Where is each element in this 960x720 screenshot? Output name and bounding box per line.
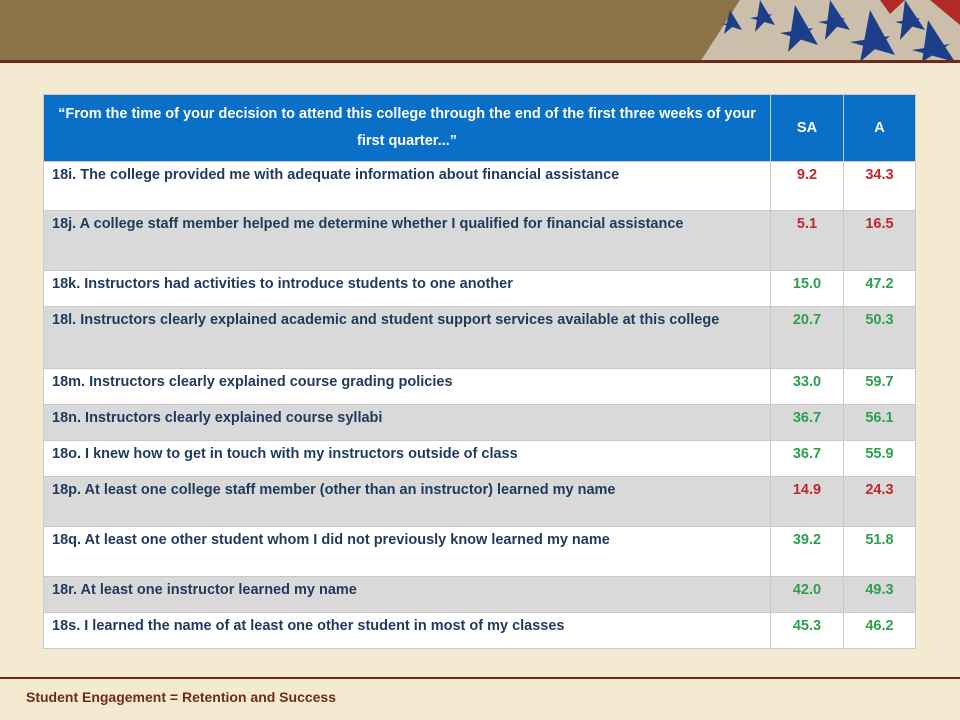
- row-label: 18i. The college provided me with adequa…: [43, 161, 771, 211]
- table-row: 18p. At least one college staff member (…: [43, 476, 917, 527]
- table-row: 18l. Instructors clearly explained acade…: [43, 306, 917, 369]
- row-label: 18s. I learned the name of at least one …: [43, 612, 771, 649]
- table-row: 18m. Instructors clearly explained cours…: [43, 368, 917, 405]
- row-label: 18l. Instructors clearly explained acade…: [43, 306, 771, 369]
- a-value: 24.3: [842, 476, 917, 527]
- table-row: 18o. I knew how to get in touch with my …: [43, 440, 917, 477]
- row-label: 18n. Instructors clearly explained cours…: [43, 404, 771, 441]
- bottom-divider: [0, 677, 960, 679]
- a-value: 59.7: [842, 368, 917, 405]
- a-value: 51.8: [842, 526, 917, 577]
- sa-value: 5.1: [770, 210, 844, 271]
- a-value: 55.9: [842, 440, 917, 477]
- table-row: 18n. Instructors clearly explained cours…: [43, 404, 917, 441]
- row-label: 18r. At least one instructor learned my …: [43, 576, 771, 613]
- a-value: 34.3: [842, 161, 917, 211]
- table-row: 18r. At least one instructor learned my …: [43, 576, 917, 613]
- sa-value: 39.2: [770, 526, 844, 577]
- a-value: 56.1: [842, 404, 917, 441]
- a-value: 47.2: [842, 270, 917, 307]
- survey-results-table: “From the time of your decision to atten…: [43, 94, 917, 649]
- table-header-row: “From the time of your decision to atten…: [43, 94, 917, 162]
- top-divider: [0, 60, 960, 63]
- a-column-header: A: [842, 94, 917, 162]
- sa-value: 9.2: [770, 161, 844, 211]
- sa-value: 36.7: [770, 404, 844, 441]
- sa-column-header: SA: [770, 94, 844, 162]
- sa-value: 33.0: [770, 368, 844, 405]
- row-label: 18o. I knew how to get in touch with my …: [43, 440, 771, 477]
- footer-text: Student Engagement = Retention and Succe…: [26, 689, 337, 705]
- a-value: 49.3: [842, 576, 917, 613]
- sa-value: 14.9: [770, 476, 844, 527]
- sa-value: 42.0: [770, 576, 844, 613]
- row-label: 18q. At least one other student whom I d…: [43, 526, 771, 577]
- table-row: 18k. Instructors had activities to intro…: [43, 270, 917, 307]
- table-row: 18i. The college provided me with adequa…: [43, 161, 917, 211]
- row-label: 18p. At least one college staff member (…: [43, 476, 771, 527]
- sa-value: 36.7: [770, 440, 844, 477]
- table-row: 18j. A college staff member helped me de…: [43, 210, 917, 271]
- a-value: 46.2: [842, 612, 917, 649]
- star-decoration-icon: [700, 0, 960, 62]
- a-value: 50.3: [842, 306, 917, 369]
- sa-value: 15.0: [770, 270, 844, 307]
- table-row: 18q. At least one other student whom I d…: [43, 526, 917, 577]
- sa-value: 20.7: [770, 306, 844, 369]
- question-header: “From the time of your decision to atten…: [43, 94, 771, 162]
- table-row: 18s. I learned the name of at least one …: [43, 612, 917, 649]
- row-label: 18j. A college staff member helped me de…: [43, 210, 771, 271]
- sa-value: 45.3: [770, 612, 844, 649]
- row-label: 18k. Instructors had activities to intro…: [43, 270, 771, 307]
- row-label: 18m. Instructors clearly explained cours…: [43, 368, 771, 405]
- a-value: 16.5: [842, 210, 917, 271]
